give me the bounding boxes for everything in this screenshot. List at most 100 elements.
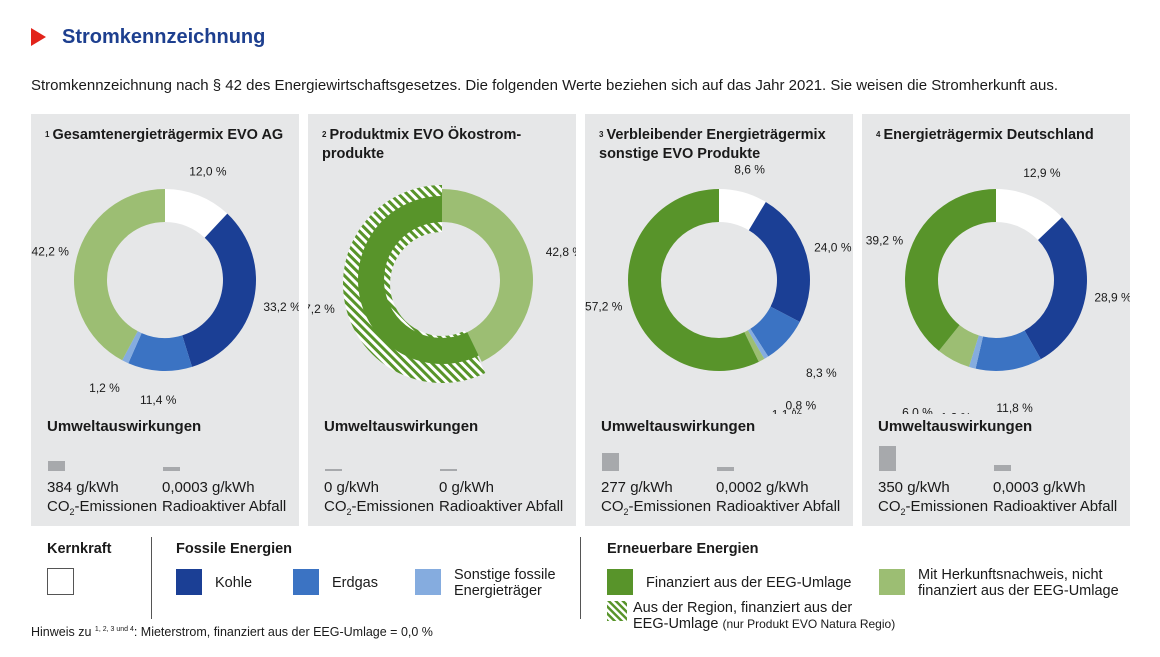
panel-gesamtmix: 1 Gesamtenergieträgermix EVO AG 12,0 % 33,… <box>31 114 299 526</box>
panel-verbleibend: 3 Verbleibender Energieträgermix sonstige… <box>585 114 853 526</box>
donut-slice-finanziert-aus-der-eeg-umlage <box>628 189 759 371</box>
donut-chart-deutschland: 12,9 % 28,9 % 11,8 % 1,2 % 6,0 % 39,2 % <box>866 166 1130 414</box>
legend-herkunft-swatch <box>879 569 905 595</box>
co2-bar <box>602 453 619 471</box>
legend-sonstige-swatch <box>415 569 441 595</box>
waste-value: 0,0003 g/kWh <box>993 479 1086 496</box>
legend-herkunft-label: Mit Herkunftsnachweis, nicht finanziert a… <box>918 567 1119 599</box>
donut-label: 8,6 % <box>734 162 765 176</box>
waste-indicator: 0,0003 g/kWh Radioaktiver Abfall <box>162 479 287 515</box>
legend-erdgas-swatch <box>293 569 319 595</box>
donut-label: 24,0 % <box>814 241 852 255</box>
donut-label: 28,9 % <box>1094 290 1130 304</box>
donut-label: 57,2 % <box>585 300 623 314</box>
co2-indicator: 0 g/kWh CO2-Emissionen <box>324 479 435 517</box>
donut-slice-kohle <box>1024 217 1087 360</box>
legend-kohle-label: Kohle <box>215 575 253 591</box>
co2-bar <box>325 469 342 471</box>
donut-label: 39,2 % <box>866 234 904 248</box>
donut-chart-gesamtmix: 12,0 % 33,2 % 11,4 % 1,2 % 42,2 % <box>32 165 299 407</box>
donut-slice-kernkraft <box>719 189 766 231</box>
donut-slice-kernkraft <box>996 189 1062 241</box>
legend-divider <box>580 537 581 619</box>
donut-slice-kernkraft <box>165 189 228 238</box>
legend-region-hatch-swatch <box>607 601 627 621</box>
panel-deutschland: 4 Energieträgermix Deutschland 12,9 % 28,9… <box>862 114 1130 526</box>
co2-indicator: 384 g/kWh CO2-Emissionen <box>47 479 158 517</box>
legend-fossil-title: Fossile Energien <box>176 541 293 557</box>
waste-bar <box>994 465 1011 471</box>
donut-slice-kohle <box>748 201 810 322</box>
donut-label: 1,2 % <box>89 381 120 395</box>
page-subtitle: Stromkennzeichnung nach § 42 des Energie… <box>31 77 1058 94</box>
waste-indicator: 0,0003 g/kWh Radioaktiver Abfall <box>993 479 1118 515</box>
umwelt-title: Umweltauswirkungen <box>47 418 202 435</box>
co2-value: 350 g/kWh <box>878 479 950 496</box>
donut-slice-mit-herkunftsnachweis-nicht-finanziert-aus-der-eeg-umlage <box>442 189 533 362</box>
donut-slice-mit-herkunftsnachweis-nicht-finanziert-aus-der-eeg-umlage <box>938 325 979 367</box>
title-arrow-icon <box>31 28 46 46</box>
donut-slice-finanziert-aus-der-eeg-umlage <box>905 189 996 351</box>
legend-renewable-title: Erneuerbare Energien <box>607 541 759 557</box>
donut-label: 33,2 % <box>263 300 299 314</box>
donut-label: 1,2 % <box>941 411 972 414</box>
donut-slice-erdgas <box>128 333 193 371</box>
donut-slice-erdgas <box>975 330 1041 371</box>
donut-slice-erdgas <box>750 306 800 357</box>
legend-kohle-swatch <box>176 569 202 595</box>
donut-label: 0,8 % <box>785 398 816 412</box>
donut-slice-mit-herkunftsnachweis-nicht-finanziert-aus-der-eeg-umlage <box>73 189 165 361</box>
umwelt-title: Umweltauswirkungen <box>324 418 479 435</box>
panel-produktmix: 2 Produktmix EVO Ökostrom- produkte 42,8 … <box>308 114 576 526</box>
donut-slice-sonstige-fossile-energieträger <box>747 328 769 359</box>
donut-slice-sonstige-fossile-energieträger <box>968 335 983 369</box>
co2-bar <box>879 446 896 471</box>
co2-value: 384 g/kWh <box>47 479 119 496</box>
page-title: Stromkennzeichnung <box>62 26 266 48</box>
co2-bar <box>48 461 65 471</box>
donut-slice-mit-herkunftsnachweis-nicht-finanziert-aus-der-eeg-umlage <box>744 330 765 362</box>
co2-indicator: 277 g/kWh CO2-Emissionen <box>601 479 712 517</box>
umwelt-title: Umweltauswirkungen <box>601 418 756 435</box>
waste-value: 0,0002 g/kWh <box>716 479 809 496</box>
umwelt-title: Umweltauswirkungen <box>878 418 1033 435</box>
donut-label: 6,0 % <box>902 405 933 414</box>
legend-erdgas-label: Erdgas <box>332 575 378 591</box>
donut-label: 1,1 % <box>772 408 803 414</box>
legend-sonstige-label: Sonstige fossile Energieträger <box>454 567 556 599</box>
waste-bar <box>440 469 457 471</box>
donut-label: 12,9 % <box>1023 166 1061 180</box>
co2-value: 0 g/kWh <box>324 479 380 496</box>
donut-chart-verbleibend: 8,6 % 24,0 % 8,3 % 0,8 %1,1 % 57,2 % <box>585 162 852 414</box>
donut-label: 57,2 % <box>308 302 335 316</box>
waste-value: 0 g/kWh <box>439 479 495 496</box>
waste-bar <box>717 467 734 471</box>
donut-label: 11,8 % <box>996 401 1033 414</box>
legend-kernkraft-title: Kernkraft <box>47 541 112 557</box>
waste-bar <box>163 467 180 471</box>
co2-indicator: 350 g/kWh CO2-Emissionen <box>878 479 989 517</box>
waste-indicator: 0 g/kWh Radioaktiver Abfall <box>439 479 564 515</box>
donut-chart-produktmix: 42,8 % 57,2 % <box>308 185 576 383</box>
panel-title: 2 Produktmix EVO Ökostrom- produkte <box>322 127 522 162</box>
legend-kernkraft-swatch <box>47 568 74 595</box>
panel-title: 3 Verbleibender Energieträgermix sonstige… <box>599 127 826 162</box>
panel-title: 4 Energieträgermix Deutschland <box>876 127 1094 143</box>
donut-label: 11,4 % <box>140 393 177 407</box>
donut-label: 42,8 % <box>546 245 576 259</box>
waste-indicator: 0,0002 g/kWh Radioaktiver Abfall <box>716 479 841 515</box>
donut-slice-kohle <box>182 213 256 367</box>
donut-label: 42,2 % <box>32 244 70 258</box>
legend-divider <box>151 537 152 619</box>
legend-eeg-label: Finanziert aus der EEG-Umlage <box>646 575 852 591</box>
donut-label: 8,3 % <box>806 366 837 380</box>
waste-value: 0,0003 g/kWh <box>162 479 255 496</box>
legend-region-label: Aus der Region, finanziert aus der EEG-Um… <box>633 600 896 632</box>
co2-value: 277 g/kWh <box>601 479 673 496</box>
footnote: Hinweis zu 1, 2, 3 und 4: Mieterstrom, f… <box>31 625 433 639</box>
legend-eeg-swatch <box>607 569 633 595</box>
panel-title: 1 Gesamtenergieträgermix EVO AG <box>45 127 284 143</box>
donut-label: 12,0 % <box>189 165 227 179</box>
donut-slice-sonstige-fossile-energieträger <box>122 331 142 364</box>
donut-slice-aus-der-region-finanziert-aus-der-eeg-umlage <box>358 196 479 364</box>
